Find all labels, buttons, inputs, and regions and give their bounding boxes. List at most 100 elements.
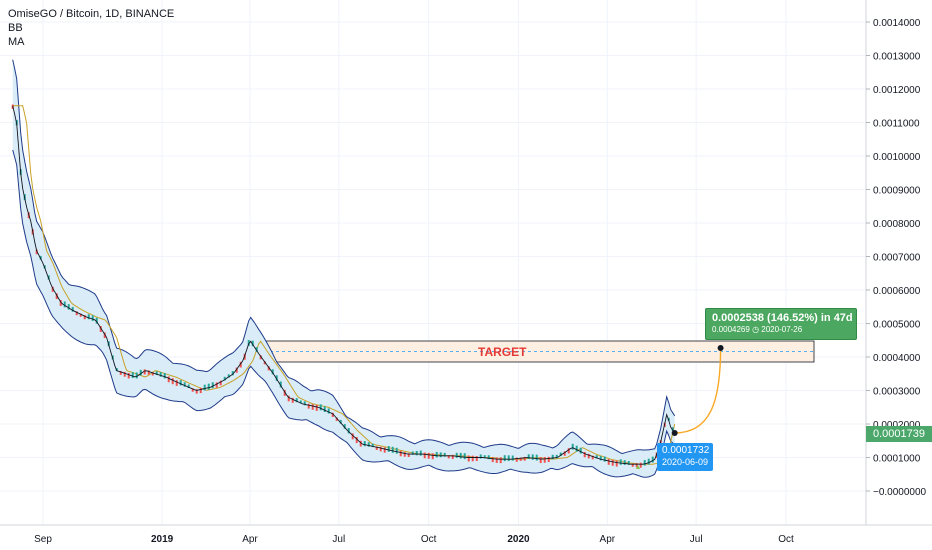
candle	[591, 455, 594, 460]
candle	[559, 452, 562, 457]
low-marker-icon	[636, 465, 640, 469]
candle	[171, 378, 174, 385]
candle	[211, 382, 214, 389]
candle	[291, 397, 294, 403]
indicator-ma[interactable]: MA	[8, 36, 25, 48]
indicator-bb[interactable]: BB	[8, 22, 23, 34]
projection-change: 0.0002538 (146.52%) in 47d	[712, 312, 853, 324]
price-axis[interactable]: 0.0014000 0.0013000 0.0012000 0.0011000 0.00…	[866, 18, 927, 498]
candle	[83, 315, 86, 320]
candle	[543, 456, 546, 463]
x-tick-label: 2020	[507, 534, 530, 545]
candle	[355, 437, 358, 444]
candle	[579, 447, 582, 454]
time-axis[interactable]: Sep 2019 Apr Jul Oct 2020 Apr Jul Oct	[34, 534, 794, 545]
candle	[127, 372, 130, 379]
candle	[131, 372, 134, 379]
candle	[303, 401, 306, 406]
candle	[95, 317, 98, 324]
candle	[175, 380, 178, 386]
candle	[335, 417, 338, 421]
y-tick-label: 0.0010000	[873, 152, 921, 163]
projection-end-point[interactable]	[717, 344, 724, 351]
candle	[451, 454, 454, 459]
candle	[611, 459, 614, 466]
candle	[219, 380, 222, 386]
candle	[283, 389, 286, 396]
candle	[519, 457, 522, 461]
candle	[123, 371, 126, 377]
candle	[583, 451, 586, 458]
candle	[535, 454, 538, 461]
y-tick-label: 0.0011000	[873, 119, 920, 130]
y-tick-label: 0.0003000	[873, 387, 921, 398]
candle	[607, 459, 610, 465]
candle	[383, 447, 386, 453]
candle	[643, 460, 646, 466]
x-tick-label: Jul	[690, 534, 703, 545]
candle	[103, 332, 106, 339]
candle	[503, 455, 506, 462]
projection-label[interactable]: 0.0002538 (146.52%) in 47d 0.0004269 ◷ 2…	[705, 308, 857, 340]
candle	[135, 372, 138, 379]
candle	[63, 301, 66, 308]
candle	[471, 455, 474, 462]
candle	[39, 255, 42, 260]
candle	[275, 375, 278, 381]
target-label: TARGET	[478, 345, 527, 359]
candle	[407, 453, 410, 457]
candle	[315, 404, 318, 411]
candle	[435, 451, 438, 458]
candle	[79, 313, 82, 317]
candle	[595, 455, 598, 459]
candle	[231, 371, 234, 376]
candle	[419, 450, 422, 456]
clock-icon: ◷	[752, 325, 760, 334]
y-tick-label: 0.0002000	[873, 420, 921, 431]
candle	[227, 374, 230, 378]
projection-start-point[interactable]	[671, 429, 678, 436]
candle	[463, 453, 466, 460]
candle	[331, 412, 334, 417]
candle	[271, 369, 274, 375]
candle	[455, 452, 458, 458]
candle	[491, 457, 494, 463]
candle	[239, 361, 242, 368]
candle	[515, 457, 518, 462]
candle	[339, 419, 342, 424]
current-point-label[interactable]: 0.0001732 2020-06-09	[657, 443, 713, 471]
candle	[223, 376, 226, 381]
candle	[367, 442, 370, 447]
candle	[567, 448, 570, 454]
candle	[59, 300, 62, 306]
candle	[343, 424, 346, 429]
candle	[91, 315, 94, 321]
candle	[555, 454, 558, 459]
candle	[651, 456, 654, 463]
chart-legend: OmiseGO / Bitcoin, 1D, BINANCE BB MA	[8, 7, 174, 49]
candle	[511, 455, 514, 461]
candle	[647, 458, 650, 465]
candle	[423, 452, 426, 459]
candle	[267, 366, 270, 371]
candle	[495, 457, 498, 463]
current-point-value: 0.0001732	[662, 445, 710, 456]
candle	[615, 460, 618, 467]
y-tick-label: 0.0005000	[873, 320, 921, 331]
candle	[671, 427, 674, 432]
candle	[255, 347, 258, 352]
price-series-line	[12, 105, 676, 465]
y-tick-label: −0.0000000	[873, 487, 927, 498]
candle	[55, 293, 58, 299]
candle	[395, 447, 398, 454]
candle	[183, 382, 186, 387]
candle	[527, 454, 530, 460]
candle	[179, 380, 182, 386]
candle	[351, 433, 354, 440]
candle	[167, 376, 170, 383]
symbol-title[interactable]: OmiseGO / Bitcoin, 1D, BINANCE	[8, 8, 175, 20]
candle	[87, 314, 90, 320]
y-tick-label: 0.0004000	[873, 353, 921, 364]
candle	[259, 355, 262, 360]
